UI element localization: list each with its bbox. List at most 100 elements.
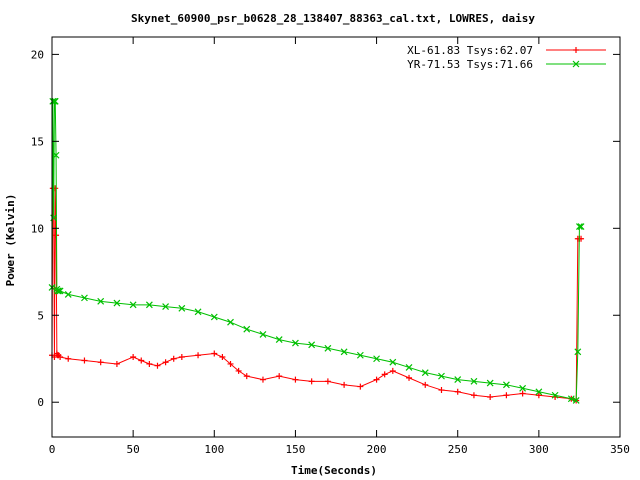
data-point: [551, 391, 559, 399]
data-point: [308, 341, 316, 349]
data-point: [324, 378, 331, 385]
data-point: [259, 330, 267, 338]
data-point: [308, 378, 315, 385]
data-point: [227, 318, 234, 326]
data-point: [381, 371, 388, 378]
data-point: [64, 290, 72, 298]
series-line: [51, 187, 582, 402]
x-tick-label: 250: [448, 443, 468, 456]
data-point: [275, 336, 283, 344]
data-point: [55, 287, 62, 295]
data-point: [567, 395, 575, 403]
data-point: [438, 372, 445, 380]
data-point: [576, 223, 583, 230]
data-point: [235, 367, 242, 374]
data-point: [535, 388, 543, 396]
data-point: [52, 151, 60, 159]
y-tick-label: 5: [37, 309, 44, 322]
data-point: [292, 376, 299, 383]
x-tick-label: 350: [610, 443, 630, 456]
plot-frame: [51, 36, 621, 438]
data-point: [81, 294, 88, 302]
plot-area: [48, 97, 585, 404]
data-point: [113, 360, 120, 367]
data-point: [519, 384, 527, 392]
y-tick-label: 20: [31, 48, 44, 61]
data-point: [454, 388, 461, 395]
data-point: [146, 360, 153, 367]
data-point: [210, 313, 218, 321]
data-point: [406, 374, 413, 381]
data-point: [194, 308, 202, 316]
data-point: [51, 97, 59, 105]
legend-label: YR-71.53 Tsys:71.66: [407, 58, 533, 71]
data-point: [572, 60, 580, 68]
data-point: [324, 344, 332, 352]
data-point: [373, 376, 380, 383]
data-point: [154, 362, 161, 369]
y-axis-label: Power (Kelvin): [4, 194, 17, 287]
data-point: [65, 355, 72, 362]
data-point: [129, 301, 137, 309]
data-point: [170, 355, 177, 362]
series-2: [48, 97, 585, 404]
data-point: [145, 301, 153, 309]
data-point: [292, 339, 299, 347]
data-point: [340, 348, 348, 356]
data-point: [422, 381, 429, 388]
y-tick-label: 10: [31, 222, 44, 235]
data-point: [195, 352, 202, 359]
data-point: [486, 379, 494, 387]
data-point: [243, 325, 251, 333]
data-point: [138, 357, 145, 364]
data-point: [162, 303, 170, 310]
data-point: [97, 359, 104, 366]
data-point: [178, 354, 185, 360]
x-tick-label: 200: [367, 443, 387, 456]
data-point: [454, 376, 462, 384]
x-tick-label: 150: [285, 443, 305, 456]
data-point: [227, 360, 234, 367]
data-point: [502, 381, 510, 389]
data-point: [81, 357, 88, 364]
data-point: [438, 387, 445, 394]
data-point: [503, 392, 510, 399]
legend-label: XL-61.83 Tsys:62.07: [407, 44, 533, 57]
data-point: [57, 354, 64, 360]
series-1: [49, 185, 585, 404]
data-point: [97, 297, 105, 305]
data-point: [211, 350, 218, 357]
data-point: [573, 47, 579, 53]
x-tick-label: 300: [529, 443, 549, 456]
data-point: [276, 373, 283, 380]
data-point: [178, 304, 186, 312]
data-point: [389, 367, 396, 374]
y-tick-label: 0: [37, 396, 44, 409]
chart-title: Skynet_60900_psr_b0628_28_138407_88363_c…: [131, 12, 535, 25]
data-point: [470, 377, 478, 385]
data-point: [219, 354, 226, 360]
x-tick-label: 0: [49, 443, 56, 456]
data-point: [162, 359, 169, 366]
axes: 0 50 100 150 200 250 300 350 0 5 10 15 20: [31, 37, 630, 456]
data-point: [577, 223, 585, 230]
data-point: [113, 299, 121, 307]
data-point: [130, 354, 137, 360]
data-point: [487, 394, 494, 400]
x-axis-label: Time(Seconds): [291, 464, 377, 477]
data-point: [405, 364, 413, 371]
x-tick-label: 100: [204, 443, 224, 456]
data-point: [519, 390, 526, 397]
data-point: [243, 373, 250, 380]
legend-swatch: [546, 60, 606, 68]
data-point: [357, 383, 364, 390]
data-point: [373, 355, 380, 363]
data-point: [574, 348, 582, 356]
data-point: [389, 358, 397, 366]
data-point: [572, 397, 580, 404]
data-point: [421, 369, 429, 377]
data-point: [259, 376, 266, 383]
data-point: [56, 287, 64, 295]
